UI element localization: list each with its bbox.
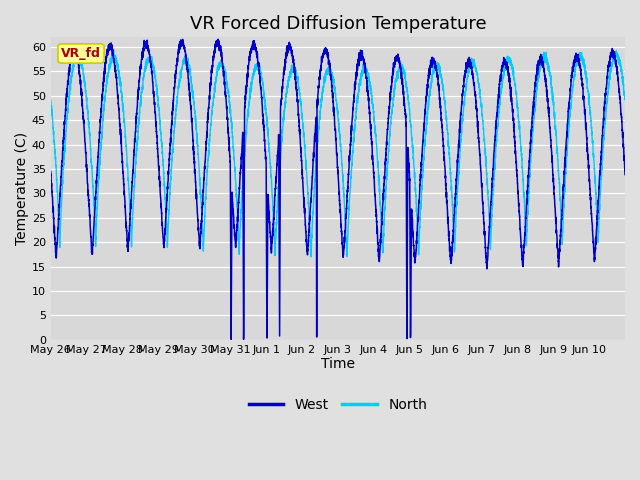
Legend: West, North: West, North (243, 392, 433, 418)
X-axis label: Time: Time (321, 357, 355, 372)
Text: VR_fd: VR_fd (61, 47, 101, 60)
Y-axis label: Temperature (C): Temperature (C) (15, 132, 29, 245)
Title: VR Forced Diffusion Temperature: VR Forced Diffusion Temperature (189, 15, 486, 33)
